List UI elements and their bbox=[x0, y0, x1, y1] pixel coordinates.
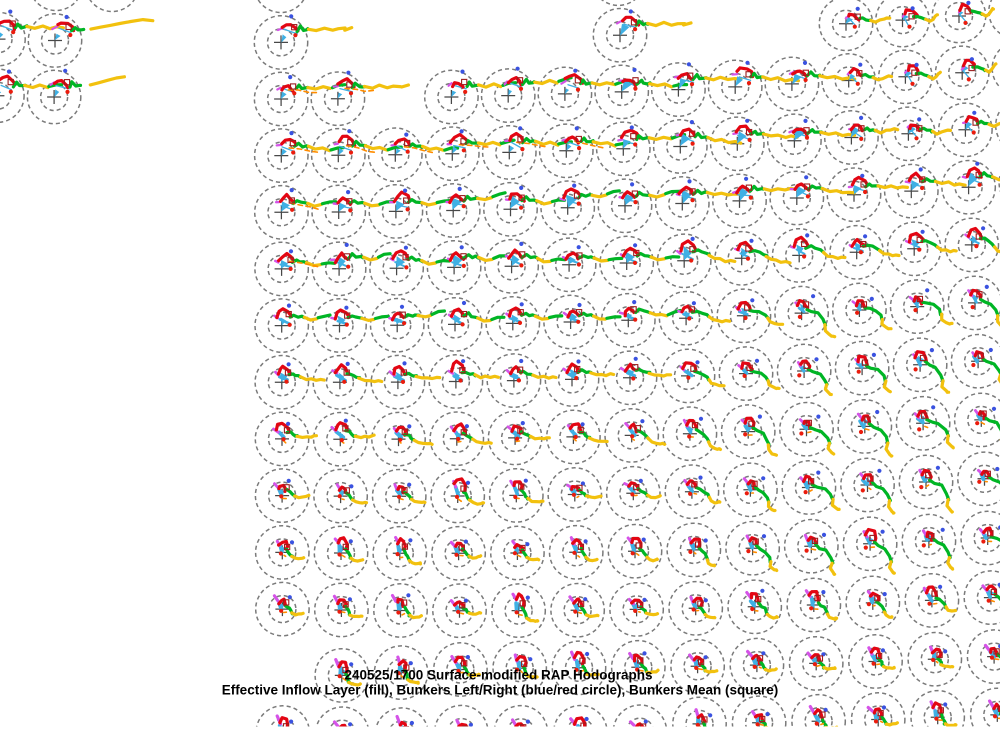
svg-text:240525/1700 Surface-modified R: 240525/1700 Surface-modified RAP Hodogra… bbox=[344, 668, 652, 683]
svg-text:Effective Inflow Layer (fill),: Effective Inflow Layer (fill), Bunkers L… bbox=[222, 682, 779, 697]
